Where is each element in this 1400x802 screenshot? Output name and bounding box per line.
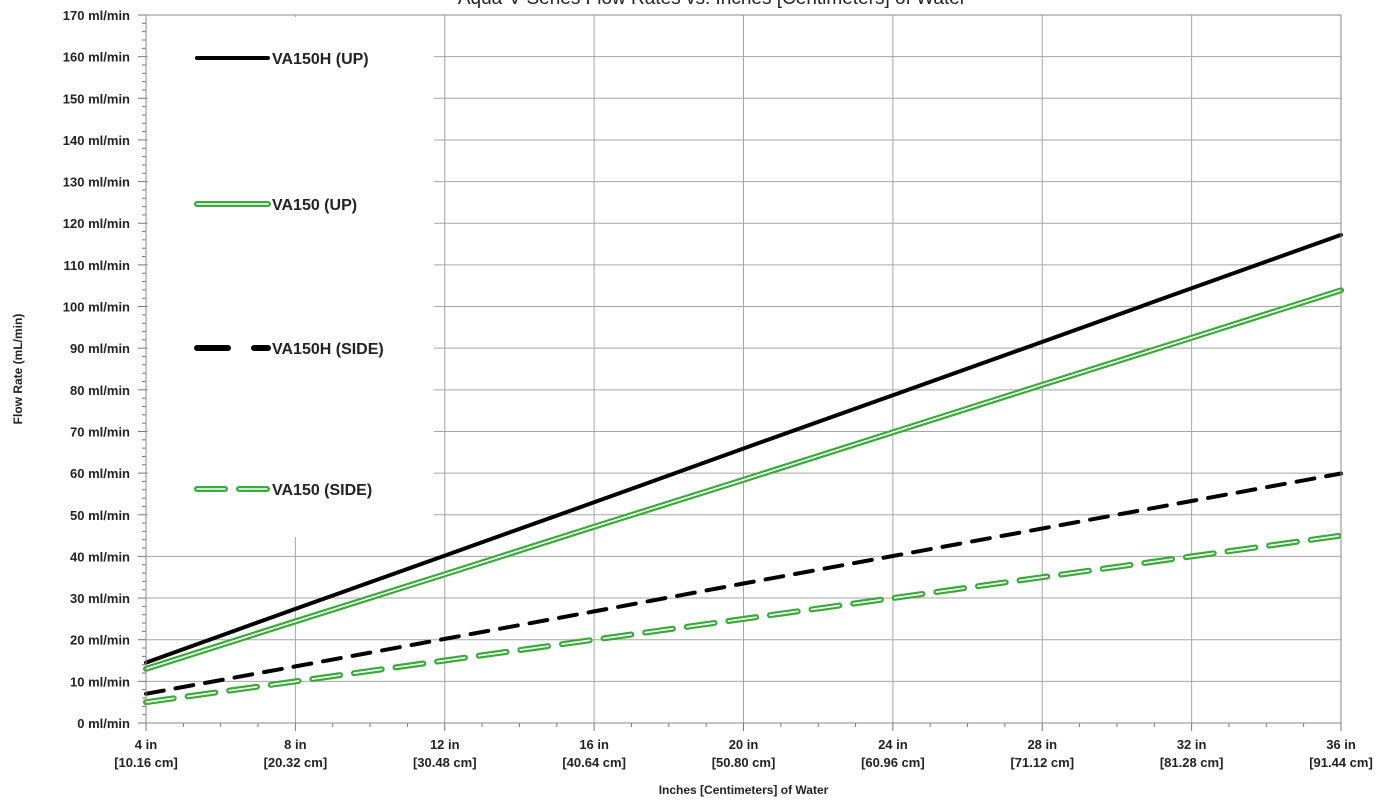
x-tick-sublabel: [60.96 cm] bbox=[861, 755, 925, 770]
x-tick-sublabel: [40.64 cm] bbox=[562, 755, 626, 770]
series-line-3-inner bbox=[145, 534, 1342, 703]
x-tick-sublabel: [30.48 cm] bbox=[413, 755, 477, 770]
legend-label-0: VA150H (UP) bbox=[272, 51, 369, 68]
legend-label-3: VA150 (SIDE) bbox=[272, 482, 372, 499]
y-tick-label: 80 ml/min bbox=[70, 383, 130, 398]
x-tick-label: 16 in bbox=[579, 737, 609, 752]
legend-label-1: VA150 (UP) bbox=[272, 197, 357, 214]
legend-label-2: VA150H (SIDE) bbox=[272, 341, 384, 358]
x-tick-label: 36 in bbox=[1326, 737, 1356, 752]
plot-frame bbox=[145, 14, 1342, 724]
series-line-2 bbox=[144, 471, 1343, 696]
y-tick-label: 60 ml/min bbox=[70, 466, 130, 481]
x-tick-sublabel: [50.80 cm] bbox=[712, 755, 776, 770]
x-tick-label: 28 in bbox=[1027, 737, 1057, 752]
y-tick-label: 10 ml/min bbox=[70, 674, 130, 689]
y-tick-label: 120 ml/min bbox=[63, 216, 130, 231]
x-axis-label: Inches [Centimeters] of Water bbox=[659, 783, 829, 797]
y-axis-label: Flow Rate (mL/min) bbox=[11, 314, 25, 425]
y-tick-label: 50 ml/min bbox=[70, 508, 130, 523]
y-tick-label: 170 ml/min bbox=[63, 8, 130, 23]
series-lines bbox=[143, 232, 1344, 706]
chart-title: Aqua-V Series Flow Rates vs. Inches [Cen… bbox=[458, 0, 967, 9]
y-tick-label: 90 ml/min bbox=[70, 341, 130, 356]
y-tick-label: 70 ml/min bbox=[70, 424, 130, 439]
y-tick-label: 20 ml/min bbox=[70, 633, 130, 648]
y-tick-label: 150 ml/min bbox=[63, 91, 130, 106]
x-tick-label: 20 in bbox=[729, 737, 759, 752]
y-tick-label: 100 ml/min bbox=[63, 300, 130, 315]
series-line-1-inner bbox=[145, 289, 1342, 670]
legend-background bbox=[148, 17, 434, 537]
x-tick-label: 12 in bbox=[430, 737, 460, 752]
x-tick-sublabel: [20.32 cm] bbox=[264, 755, 328, 770]
x-tick-label: 4 in bbox=[135, 737, 157, 752]
x-tick-label: 24 in bbox=[878, 737, 908, 752]
legend: VA150H (UP) VA150 (UP) VA150H (SIDE) VA150 … bbox=[194, 51, 384, 499]
x-tick-sublabel: [71.12 cm] bbox=[1010, 755, 1074, 770]
x-tick-label: 8 in bbox=[284, 737, 306, 752]
series-line-0 bbox=[144, 232, 1343, 665]
y-tick-label: 40 ml/min bbox=[70, 549, 130, 564]
y-tick-label: 160 ml/min bbox=[63, 50, 130, 65]
y-tick-label: 140 ml/min bbox=[63, 133, 130, 148]
x-tick-label: 32 in bbox=[1177, 737, 1207, 752]
x-tick-sublabel: [10.16 cm] bbox=[114, 755, 178, 770]
y-tick-label: 110 ml/min bbox=[64, 258, 131, 273]
y-tick-label: 30 ml/min bbox=[70, 591, 130, 606]
y-tick-label: 130 ml/min bbox=[63, 175, 130, 190]
axes: 0 ml/min 10 ml/min 20 ml/min 30 ml/min 40 ml… bbox=[63, 8, 1373, 770]
y-tick-label: 0 ml/min bbox=[77, 716, 130, 731]
x-tick-sublabel: [81.28 cm] bbox=[1160, 755, 1224, 770]
x-tick-sublabel: [91.44 cm] bbox=[1309, 755, 1373, 770]
